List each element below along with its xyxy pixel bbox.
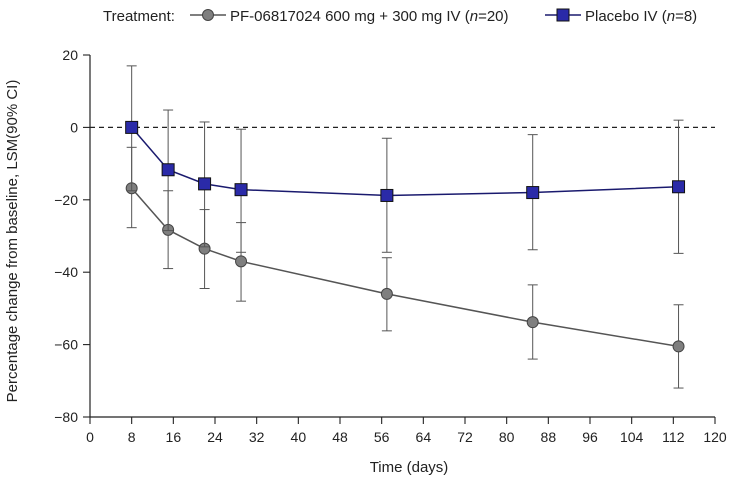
series-1 (125, 65, 686, 254)
data-point (380, 188, 394, 202)
series-line (131, 187, 679, 348)
x-tick-label: 32 (249, 429, 265, 445)
x-tick-label: 104 (620, 429, 644, 445)
data-point (672, 340, 685, 353)
data-point (234, 183, 248, 197)
legend-title: Treatment: (103, 8, 175, 25)
x-tick-label: 48 (332, 429, 348, 445)
data-point (526, 186, 540, 200)
data-point (235, 255, 248, 268)
x-tick-label: 8 (128, 429, 136, 445)
series-line (131, 126, 679, 197)
x-tick-label: 72 (457, 429, 473, 445)
y-tick-label: −60 (54, 337, 78, 353)
x-tick-label: 0 (86, 429, 94, 445)
x-axis-title: Time (days) (370, 459, 449, 476)
x-tick-label: 56 (374, 429, 390, 445)
y-axis-title: Percentage change from baseline, LSM(90%… (4, 80, 21, 403)
data-point (526, 316, 539, 329)
legend-label: PF-06817024 600 mg + 300 mg IV (n=20) (230, 8, 509, 25)
x-tick-label: 80 (499, 429, 515, 445)
legend-item-0: PF-06817024 600 mg + 300 mg IV (n=20) (190, 8, 509, 25)
legend-marker (202, 9, 214, 21)
legend: Treatment: PF-06817024 600 mg + 300 mg I… (103, 8, 697, 25)
y-tick-label: −20 (54, 192, 78, 208)
x-tick-label: 40 (291, 429, 307, 445)
x-tick-label: 96 (582, 429, 598, 445)
legend-item-1: Placebo IV (n=8) (545, 8, 697, 25)
x-tick-label: 120 (703, 429, 727, 445)
y-tick-label: 0 (70, 119, 78, 135)
data-point (161, 163, 175, 177)
legend-label: Placebo IV (n=8) (585, 8, 697, 25)
data-point (672, 180, 686, 194)
x-tick-label: 16 (166, 429, 182, 445)
data-point (125, 120, 139, 134)
data-point (198, 177, 212, 191)
legend-marker (556, 8, 570, 22)
y-tick-label: 20 (62, 47, 78, 63)
y-tick-label: −80 (54, 409, 78, 425)
x-tick-label: 64 (416, 429, 432, 445)
x-tick-label: 88 (541, 429, 557, 445)
y-tick-label: −40 (54, 264, 78, 280)
x-tick-label: 112 (662, 429, 685, 445)
data-point (380, 287, 393, 300)
x-tick-label: 24 (207, 429, 223, 445)
